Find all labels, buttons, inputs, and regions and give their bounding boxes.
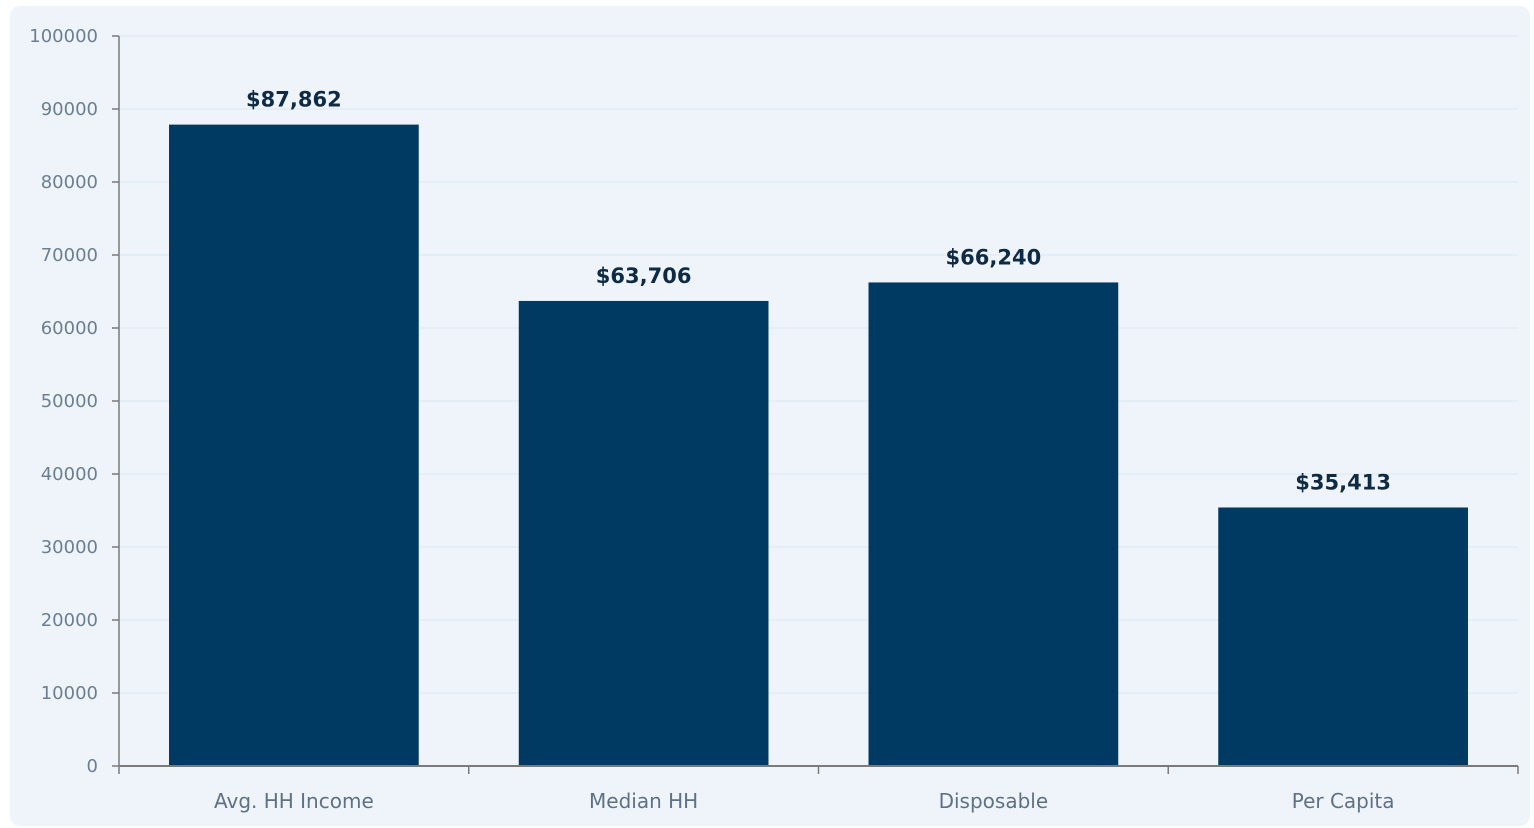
bar [1218, 507, 1468, 766]
y-tick-label: 30000 [41, 537, 98, 558]
y-tick-label: 20000 [41, 610, 98, 631]
y-tick-label: 80000 [41, 172, 98, 193]
x-tick-label: Avg. HH Income [214, 789, 374, 813]
data-label: $63,706 [596, 264, 692, 288]
y-tick-label: 50000 [41, 391, 98, 412]
data-label: $35,413 [1295, 470, 1391, 494]
bar [169, 124, 419, 766]
y-tick-label: 70000 [41, 245, 98, 266]
y-tick-label: 60000 [41, 318, 98, 339]
x-tick-label: Median HH [589, 789, 698, 813]
y-tick-label: 0 [87, 756, 98, 777]
bars [169, 124, 1468, 766]
x-tick-label: Disposable [939, 789, 1049, 813]
y-tick-label: 40000 [41, 464, 98, 485]
data-label: $87,862 [246, 88, 342, 112]
data-label: $66,240 [946, 245, 1042, 269]
y-tick-label: 10000 [41, 683, 98, 704]
bar [868, 282, 1119, 766]
bar [518, 300, 769, 766]
y-tick-label: 90000 [41, 99, 98, 120]
y-tick-label: 100000 [29, 26, 98, 47]
x-tick-label: Per Capita [1292, 789, 1395, 813]
labels: 0 10000 20000 30000 40000 50000 60000 70000 8000… [29, 26, 1394, 813]
axes [112, 35, 1519, 774]
